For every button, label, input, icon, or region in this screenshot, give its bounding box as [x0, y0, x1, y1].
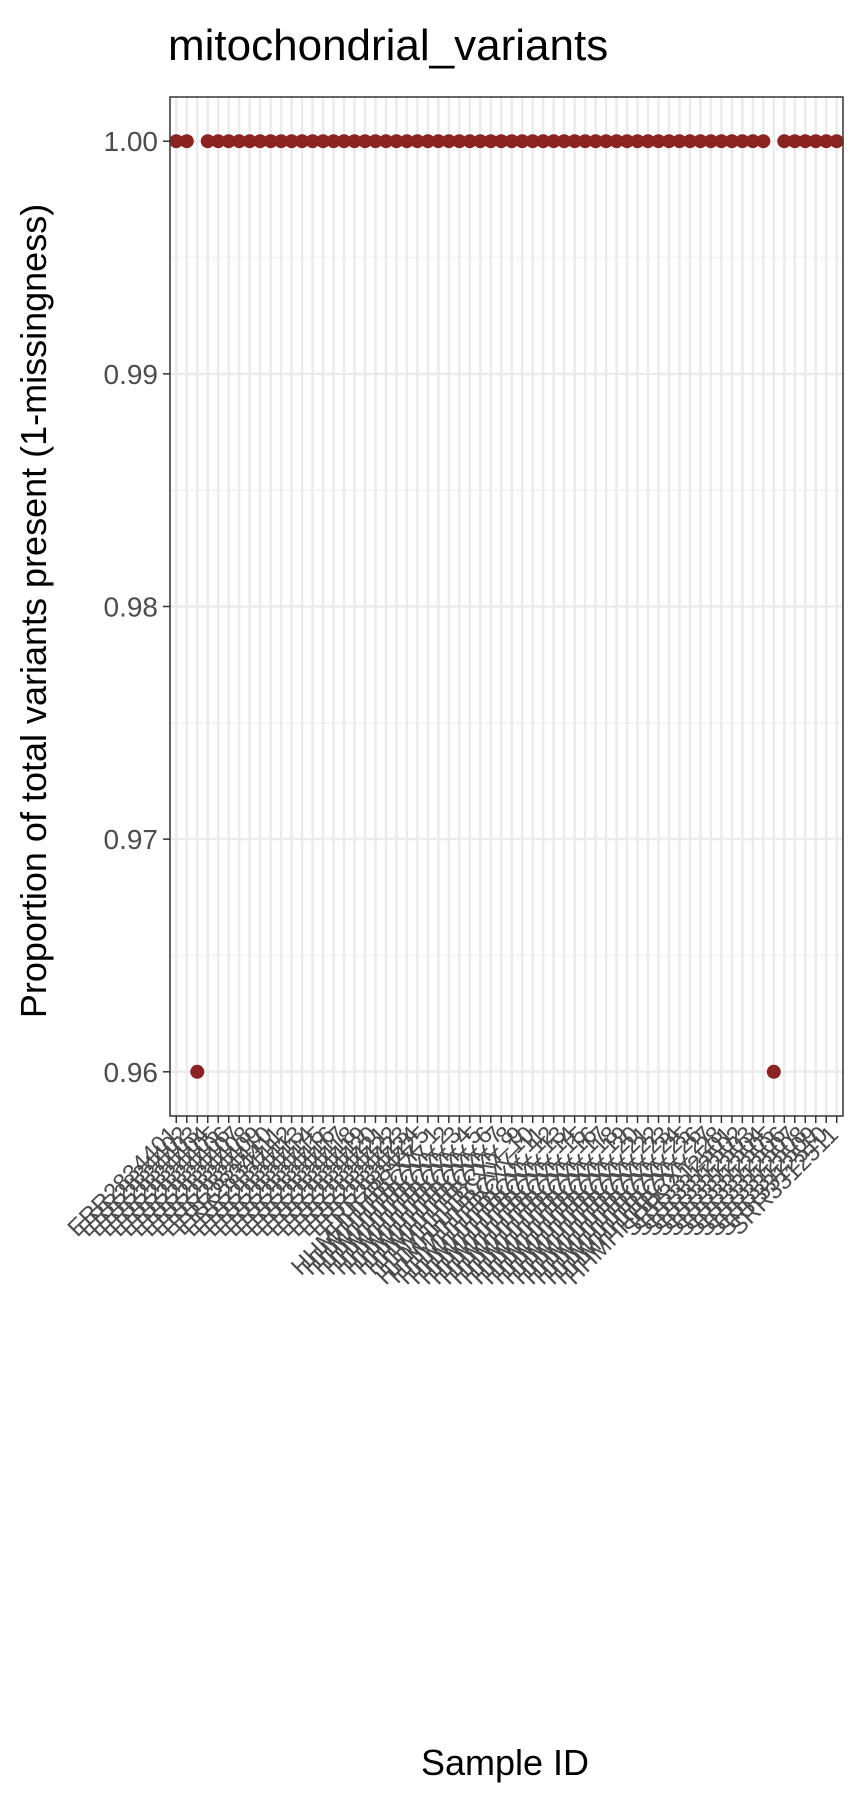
data-point — [305, 134, 320, 149]
gridlines-x — [175, 97, 838, 1116]
y-tick-label: 1.00 — [104, 126, 159, 157]
data-point — [326, 134, 341, 149]
y-axis-ticks: 0.96 0.97 0.98 0.99 1.00 — [104, 126, 170, 1088]
y-tick-label: 0.97 — [104, 824, 159, 855]
data-point — [808, 134, 823, 149]
data-point — [253, 134, 268, 149]
data-point — [494, 134, 509, 149]
x-axis-ticks: ERR2834401ERR2834402ERR2834403ERR2834404… — [63, 1116, 844, 1290]
data-point — [316, 134, 331, 149]
data-point — [441, 134, 456, 149]
chart-title: mitochondrial_variants — [168, 21, 608, 70]
data-point — [169, 134, 184, 149]
y-tick-label: 0.98 — [104, 592, 159, 623]
data-point — [211, 134, 226, 149]
data-point — [420, 134, 435, 149]
data-point — [682, 134, 697, 149]
data-point — [368, 134, 383, 149]
data-point — [620, 134, 635, 149]
data-point — [630, 134, 645, 149]
data-point — [703, 134, 718, 149]
data-point — [284, 134, 299, 149]
data-point — [829, 134, 844, 149]
data-point — [347, 134, 362, 149]
data-point — [609, 134, 624, 149]
data-point — [337, 134, 352, 149]
data-point — [714, 134, 729, 149]
data-point — [452, 134, 467, 149]
data-point — [410, 134, 425, 149]
data-point — [787, 134, 802, 149]
data-point — [200, 134, 215, 149]
data-point — [274, 134, 289, 149]
data-point — [483, 134, 498, 149]
data-point — [798, 134, 813, 149]
data-point — [221, 134, 236, 149]
data-point — [567, 134, 582, 149]
data-point — [693, 134, 708, 149]
data-point — [735, 134, 750, 149]
y-axis-label: Proportion of total variants present (1-… — [13, 204, 54, 1018]
data-point — [232, 134, 247, 149]
data-point — [378, 134, 393, 149]
data-point — [190, 1064, 205, 1079]
data-point — [515, 134, 530, 149]
data-point — [263, 134, 278, 149]
data-point — [756, 134, 771, 149]
data-point — [295, 134, 310, 149]
data-point — [462, 134, 477, 149]
data-point — [599, 134, 614, 149]
data-point — [641, 134, 656, 149]
data-point — [766, 1064, 781, 1079]
data-point — [504, 134, 519, 149]
x-axis-label: Sample ID — [421, 1742, 589, 1783]
data-point — [389, 134, 404, 149]
y-tick-label: 0.96 — [104, 1057, 159, 1088]
data-point — [179, 134, 194, 149]
y-tick-label: 0.99 — [104, 359, 159, 390]
data-point — [557, 134, 572, 149]
data-point — [536, 134, 551, 149]
data-point — [431, 134, 446, 149]
data-point — [546, 134, 561, 149]
data-point — [724, 134, 739, 149]
data-points — [169, 134, 844, 1079]
data-point — [399, 134, 414, 149]
data-point — [651, 134, 666, 149]
data-point — [525, 134, 540, 149]
data-point — [745, 134, 760, 149]
data-point — [661, 134, 676, 149]
data-point — [578, 134, 593, 149]
data-point — [672, 134, 687, 149]
data-point — [357, 134, 372, 149]
data-point — [242, 134, 257, 149]
data-point — [777, 134, 792, 149]
data-point — [819, 134, 834, 149]
data-point — [588, 134, 603, 149]
data-point — [473, 134, 488, 149]
